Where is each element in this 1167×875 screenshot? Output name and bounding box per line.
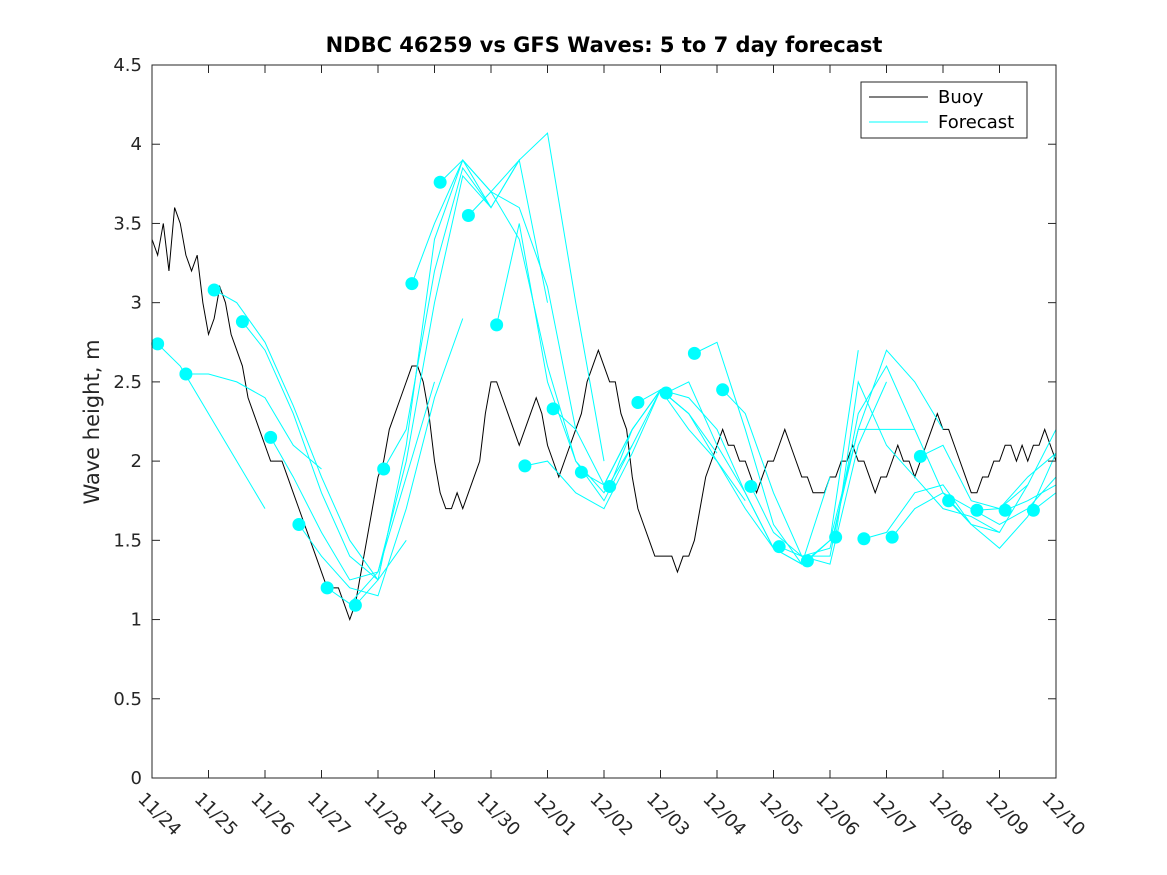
forecast-marker (518, 459, 532, 473)
y-tick-label: 1.5 (113, 530, 142, 551)
x-tick-label: 12/06 (811, 789, 863, 841)
forecast-marker (348, 598, 362, 612)
forecast-marker (829, 530, 843, 544)
x-tick-label: 12/02 (585, 789, 637, 841)
forecast-marker (546, 402, 560, 416)
forecast-line (496, 223, 661, 502)
forecast-marker (970, 503, 984, 517)
x-tick-label: 12/08 (924, 789, 976, 841)
forecast-line (383, 158, 548, 470)
forecast-line (609, 389, 774, 549)
forecast-marker (885, 530, 899, 544)
forecast-marker (998, 503, 1012, 517)
x-tick-label: 11/30 (472, 789, 524, 841)
forecast-marker (1026, 503, 1040, 517)
forecast-marker (264, 430, 278, 444)
forecast-marker (207, 283, 221, 297)
forecast-line (920, 429, 1056, 510)
chart-title: NDBC 46259 vs GFS Waves: 5 to 7 day fore… (326, 33, 883, 57)
forecast-marker (377, 462, 391, 476)
forecast-line (863, 484, 1029, 540)
x-tick-label: 12/09 (981, 789, 1033, 841)
forecast-line (948, 452, 1056, 549)
forecast-line (355, 159, 520, 606)
x-tick-label: 11/28 (359, 789, 411, 841)
forecast-marker (744, 479, 758, 493)
x-tick-label: 11/25 (190, 789, 242, 841)
x-tick-label: 11/27 (303, 789, 355, 841)
forecast-marker (574, 465, 588, 479)
y-tick-label: 0 (131, 768, 142, 789)
forecast-marker (631, 395, 645, 409)
forecast-line (439, 132, 605, 462)
x-tick-label: 12/04 (698, 789, 750, 841)
y-axis: 0 0.5 1 1.5 2 2.5 3 3.5 4 4.5 (113, 55, 1056, 789)
forecast-line (468, 190, 633, 494)
forecast-marker (179, 367, 193, 381)
x-tick-label: 11/29 (416, 789, 468, 841)
forecast-marker (716, 383, 730, 397)
y-tick-label: 1 (131, 610, 142, 631)
forecast-marker (942, 494, 956, 508)
y-axis-label: Wave height, m (80, 339, 104, 504)
forecast-marker (405, 277, 419, 291)
forecast-line (213, 289, 379, 581)
y-tick-label: 2 (131, 451, 142, 472)
forecast-marker (235, 315, 249, 329)
forecast-marker (603, 479, 617, 493)
x-tick-label: 11/26 (246, 789, 298, 841)
forecast-line (270, 381, 435, 581)
y-tick-label: 0.5 (113, 689, 142, 710)
y-tick-label: 4 (131, 134, 142, 155)
forecast-marker (461, 209, 475, 223)
y-tick-label: 2.5 (113, 372, 142, 393)
x-tick-label: 11/24 (133, 789, 185, 841)
y-tick-label: 3.5 (113, 213, 142, 234)
plot-area-frame (151, 64, 1057, 779)
forecast-marker (687, 346, 701, 360)
x-tick-label: 12/05 (755, 789, 807, 841)
forecast-line (637, 389, 802, 565)
x-axis: 11/24 11/25 11/26 11/27 11/28 11/29 11/30 12/01… (133, 65, 1089, 840)
forecast-marker (659, 386, 673, 400)
forecast-marker (857, 532, 871, 546)
forecast-series (157, 132, 1056, 606)
forecast-marker (433, 175, 447, 189)
forecast-marker (151, 337, 165, 351)
forecast-line (750, 364, 916, 557)
x-tick-label: 12/01 (529, 789, 581, 841)
legend-box (860, 81, 1028, 139)
buoy-line (152, 207, 1056, 622)
legend: Buoy Forecast (860, 81, 1028, 139)
x-tick-label: 12/07 (868, 789, 920, 841)
legend-buoy-label: Buoy (938, 87, 984, 108)
forecast-line (326, 174, 492, 605)
x-tick-label: 12/03 (642, 789, 694, 841)
forecast-marker (800, 554, 814, 568)
forecast-line (1004, 484, 1056, 511)
legend-forecast-label: Forecast (938, 112, 1014, 133)
forecast-marker (292, 517, 306, 531)
y-tick-label: 3 (131, 293, 142, 314)
forecast-line (185, 373, 322, 470)
forecast-marker (320, 581, 334, 595)
forecast-line (835, 380, 1000, 538)
forecast-marker (490, 318, 504, 332)
forecast-marker (772, 540, 786, 554)
forecast-marker (913, 449, 927, 463)
x-tick-label: 12/10 (1037, 789, 1089, 841)
buoy-series (152, 207, 1056, 622)
forecast-markers (151, 175, 1040, 612)
forecast-line (298, 318, 464, 597)
forecast-line (976, 452, 1056, 511)
y-tick-label: 4.5 (113, 55, 142, 76)
forecast-line (665, 381, 831, 565)
forecast-line (157, 343, 266, 509)
